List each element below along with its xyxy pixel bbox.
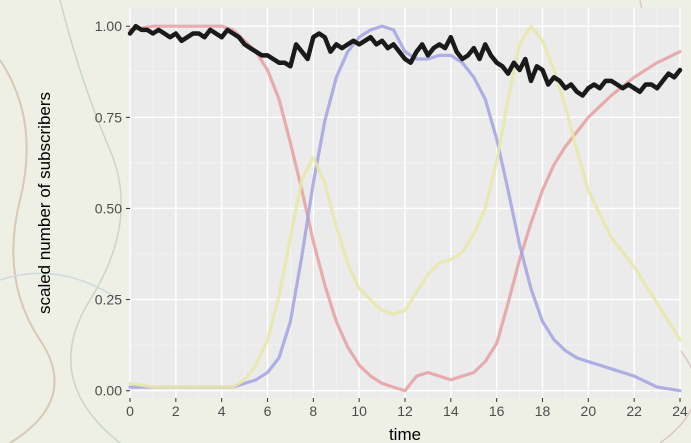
- y-tick-label: 0.50: [95, 200, 122, 216]
- x-axis-title: time: [389, 425, 421, 443]
- x-tick-label: 10: [351, 403, 367, 419]
- series-line-2: [128, 24, 682, 393]
- x-tick-label: 16: [489, 403, 505, 419]
- y-axis-title: scaled number of subscribers: [35, 92, 54, 314]
- y-tick-label: 1.00: [95, 18, 122, 34]
- x-tick-label: 24: [672, 403, 688, 419]
- x-tick-label: 8: [309, 403, 317, 419]
- x-tick-label: 22: [626, 403, 642, 419]
- x-tick-label: 2: [172, 403, 180, 419]
- axis-ticks: 0 2 4 6 8 10 12 14 16 18 20 22 240.000.250.500.751.0…: [95, 18, 688, 419]
- x-tick-label: 6: [264, 403, 272, 419]
- x-tick-label: 0: [126, 403, 134, 419]
- x-tick-label: 4: [218, 403, 226, 419]
- x-tick-label: 12: [397, 403, 413, 419]
- y-tick-label: 0.25: [95, 292, 122, 308]
- y-tick-label: 0.75: [95, 109, 122, 125]
- y-tick-label: 0.00: [95, 383, 122, 399]
- series-line-4: [127, 23, 683, 98]
- x-tick-label: 14: [443, 403, 459, 419]
- x-tick-label: 20: [581, 403, 597, 419]
- series-lines: [127, 23, 683, 393]
- x-tick-label: 18: [535, 403, 551, 419]
